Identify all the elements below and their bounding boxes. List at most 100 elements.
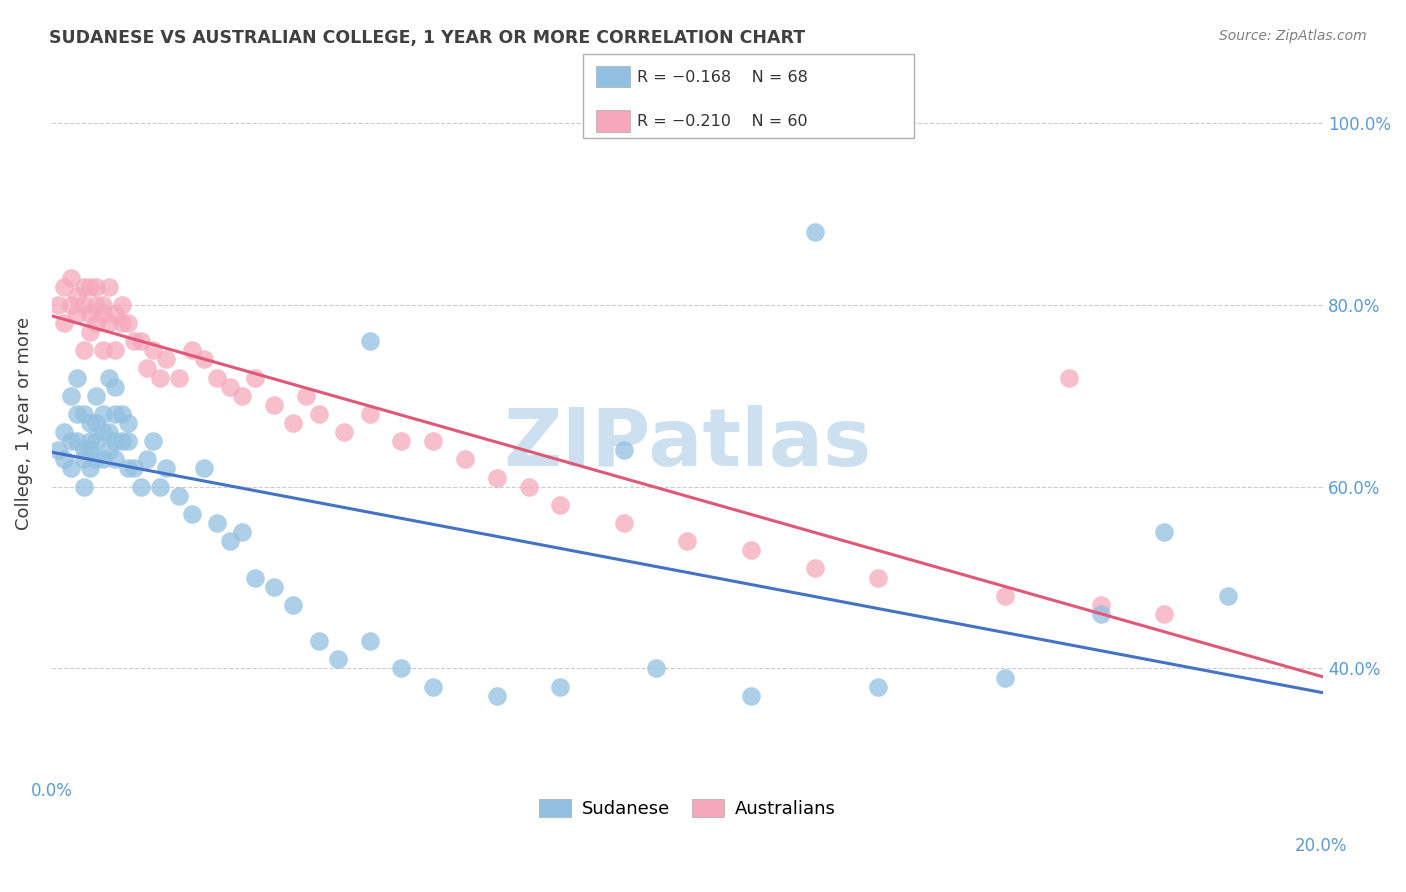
Point (117, 416, 139, 430)
Point (129, 334, 152, 349)
Text: 20.0%: 20.0% (1295, 837, 1347, 855)
Point (72, 443, 94, 458)
Point (994, 589, 1017, 603)
Point (59, 461, 82, 475)
Point (59, 434, 82, 449)
Point (104, 343, 127, 358)
Point (79, 325, 101, 339)
Point (136, 452, 159, 467)
Point (613, 516, 636, 530)
Point (72, 407, 94, 421)
Point (422, 434, 444, 449)
Point (231, 389, 253, 403)
Point (59, 270, 82, 285)
Point (180, 507, 202, 521)
Point (193, 461, 215, 475)
Point (72, 343, 94, 358)
Text: R = −0.210    N = 60: R = −0.210 N = 60 (637, 114, 807, 128)
Point (72, 298, 94, 312)
Point (155, 352, 177, 367)
Text: SUDANESE VS AUSTRALIAN COLLEGE, 1 YEAR OR MORE CORRELATION CHART: SUDANESE VS AUSTRALIAN COLLEGE, 1 YEAR O… (49, 29, 806, 46)
Point (1153, 525, 1175, 540)
Point (53, 425, 76, 439)
Point (740, 689, 762, 703)
Point (205, 516, 228, 530)
Point (550, 498, 572, 512)
Point (205, 370, 228, 384)
Point (46, 298, 69, 312)
Legend: Sudanese, Australians: Sudanese, Australians (531, 792, 844, 825)
Text: Source: ZipAtlas.com: Source: ZipAtlas.com (1219, 29, 1367, 43)
Point (104, 379, 127, 393)
Point (111, 298, 134, 312)
Point (283, 416, 305, 430)
Point (295, 389, 318, 403)
Point (59, 389, 82, 403)
Point (117, 316, 139, 330)
Point (91, 307, 114, 321)
Point (84, 279, 107, 293)
Point (193, 352, 215, 367)
Point (111, 434, 134, 449)
Point (46, 443, 69, 458)
Point (84, 298, 107, 312)
Point (104, 407, 127, 421)
Point (644, 661, 666, 675)
Point (129, 480, 152, 494)
Point (84, 434, 107, 449)
Point (333, 425, 356, 439)
Point (740, 543, 762, 558)
Point (79, 443, 101, 458)
Point (79, 279, 101, 293)
Point (97, 279, 120, 293)
Point (104, 452, 127, 467)
Point (231, 525, 253, 540)
Point (1057, 370, 1080, 384)
Point (104, 434, 127, 449)
Point (53, 316, 76, 330)
Point (84, 316, 107, 330)
Point (167, 370, 190, 384)
Point (59, 298, 82, 312)
Point (613, 443, 636, 458)
Point (1090, 598, 1112, 612)
Point (142, 343, 165, 358)
Point (243, 571, 266, 585)
Point (868, 571, 890, 585)
Point (79, 434, 101, 449)
Point (517, 480, 540, 494)
Point (485, 689, 508, 703)
Point (359, 334, 381, 349)
Point (389, 661, 412, 675)
Point (389, 434, 412, 449)
Point (218, 534, 240, 549)
Point (308, 407, 330, 421)
Point (283, 598, 305, 612)
Point (263, 398, 285, 412)
Point (53, 452, 76, 467)
Point (1216, 589, 1239, 603)
Point (359, 634, 381, 648)
Point (91, 425, 114, 439)
Point (66, 307, 89, 321)
Point (53, 279, 76, 293)
Point (676, 534, 699, 549)
Text: R = −0.168    N = 68: R = −0.168 N = 68 (637, 70, 808, 85)
Point (97, 425, 120, 439)
Point (994, 671, 1017, 685)
Point (149, 370, 172, 384)
Point (66, 289, 89, 303)
Point (66, 434, 89, 449)
Point (803, 225, 825, 239)
Point (180, 343, 202, 358)
Point (263, 580, 285, 594)
Point (79, 416, 101, 430)
Point (97, 370, 120, 384)
Point (66, 370, 89, 384)
Point (104, 307, 127, 321)
Point (422, 680, 444, 694)
Point (72, 452, 94, 467)
Point (84, 416, 107, 430)
Point (124, 334, 146, 349)
Point (97, 316, 120, 330)
